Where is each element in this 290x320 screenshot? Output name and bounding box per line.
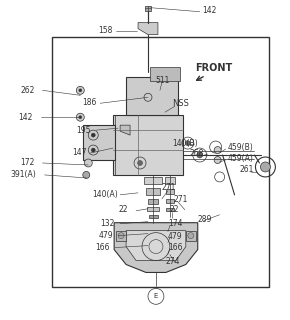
Text: NSS: NSS xyxy=(172,99,189,108)
Text: 147: 147 xyxy=(72,148,87,156)
Bar xyxy=(186,231,196,241)
Text: 140(A): 140(A) xyxy=(92,190,118,199)
Bar xyxy=(145,6,151,11)
Text: 174: 174 xyxy=(168,219,182,228)
Bar xyxy=(52,36,269,287)
Circle shape xyxy=(197,152,203,158)
Text: 479: 479 xyxy=(98,231,113,240)
Bar xyxy=(126,77,178,115)
Text: 268: 268 xyxy=(190,148,204,157)
Text: 459(B): 459(B) xyxy=(228,143,253,152)
Circle shape xyxy=(137,161,142,165)
Text: FRONT: FRONT xyxy=(195,63,232,74)
Text: 274: 274 xyxy=(166,257,180,266)
Bar xyxy=(144,177,162,184)
Text: 172: 172 xyxy=(21,158,35,167)
Circle shape xyxy=(188,233,194,239)
Circle shape xyxy=(91,148,95,152)
Polygon shape xyxy=(120,125,130,135)
Text: 459(A): 459(A) xyxy=(228,154,253,163)
Bar xyxy=(146,188,160,195)
Circle shape xyxy=(185,140,190,146)
Text: 511: 511 xyxy=(155,76,169,85)
Circle shape xyxy=(76,113,84,121)
Bar xyxy=(83,125,115,160)
Bar xyxy=(148,199,158,204)
Circle shape xyxy=(260,162,270,172)
Text: 140(B): 140(B) xyxy=(172,139,197,148)
Text: 186: 186 xyxy=(82,98,97,107)
Text: 22: 22 xyxy=(118,205,128,214)
Text: 289: 289 xyxy=(198,215,212,224)
Text: 391(A): 391(A) xyxy=(11,171,37,180)
Circle shape xyxy=(79,116,82,119)
Circle shape xyxy=(83,172,90,179)
Text: 195: 195 xyxy=(76,126,91,135)
Polygon shape xyxy=(138,23,158,35)
Text: 166: 166 xyxy=(168,243,182,252)
Bar xyxy=(149,215,158,218)
Bar xyxy=(166,208,174,211)
Circle shape xyxy=(118,233,124,239)
Circle shape xyxy=(214,156,221,164)
Bar xyxy=(147,207,159,211)
Bar xyxy=(113,115,183,175)
Bar xyxy=(166,189,174,194)
Bar xyxy=(165,177,175,184)
Text: 142: 142 xyxy=(202,6,216,15)
Text: 271: 271 xyxy=(162,183,176,192)
Polygon shape xyxy=(126,231,186,260)
Text: 166: 166 xyxy=(95,243,110,252)
Text: 132: 132 xyxy=(100,219,115,228)
Text: 22: 22 xyxy=(170,205,180,214)
Text: 261: 261 xyxy=(240,165,254,174)
Text: 262: 262 xyxy=(21,86,35,95)
Circle shape xyxy=(79,89,82,92)
Text: 142: 142 xyxy=(19,113,33,122)
Text: 271: 271 xyxy=(174,195,188,204)
Text: E: E xyxy=(154,293,158,299)
Text: 158: 158 xyxy=(98,26,113,35)
Bar xyxy=(166,199,174,203)
Text: 479: 479 xyxy=(168,232,182,241)
Bar xyxy=(150,68,180,81)
Circle shape xyxy=(84,159,92,167)
Bar xyxy=(116,231,126,241)
Circle shape xyxy=(91,133,95,137)
Polygon shape xyxy=(114,223,198,272)
Circle shape xyxy=(76,86,84,94)
Circle shape xyxy=(214,147,221,154)
